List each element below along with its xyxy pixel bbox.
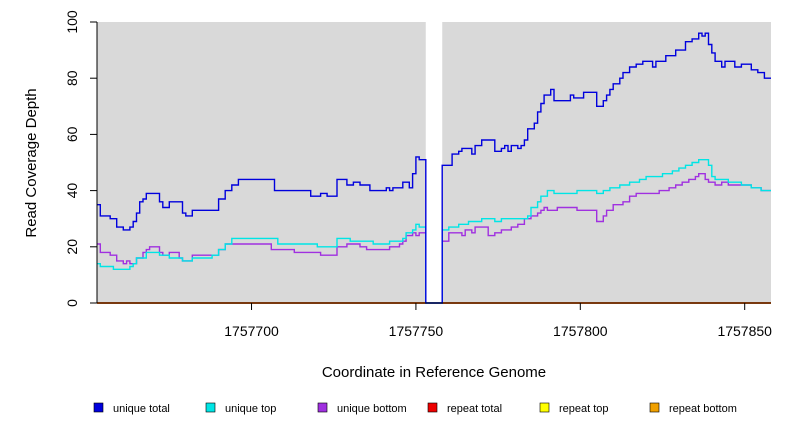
y-tick-label: 80 <box>64 70 80 86</box>
legend-label-unique-top: unique top <box>225 403 276 415</box>
y-tick-label: 0 <box>64 299 80 307</box>
legend-swatch-unique-total <box>93 402 104 413</box>
x-tick-label: 1757800 <box>553 323 608 339</box>
series-line-unique-top <box>97 159 771 304</box>
y-axis-title: Read Coverage Depth <box>23 88 40 237</box>
legend-label-repeat-bottom: repeat bottom <box>669 403 737 415</box>
gap-region <box>425 20 443 303</box>
legend-swatch-repeat-top <box>539 402 550 413</box>
legend-swatch-repeat-bottom <box>649 402 660 413</box>
legend-swatch-unique-bottom <box>317 402 328 413</box>
legend: unique total unique top unique bottom repea… <box>93 402 737 415</box>
x-tick-label: 1757850 <box>717 323 772 339</box>
x-tick-label: 1757700 <box>224 323 279 339</box>
x-axis-title: Coordinate in Reference Genome <box>322 364 546 381</box>
series-line-unique-total <box>97 32 771 304</box>
legend-label-unique-bottom: unique bottom <box>337 403 407 415</box>
legend-swatch-unique-top <box>205 402 216 413</box>
legend-swatch-repeat-total <box>427 402 438 413</box>
y-tick-label: 20 <box>64 239 80 255</box>
legend-label-repeat-top: repeat top <box>559 403 609 415</box>
axes-layer: 1757700 1757750 1757800 1757850 0 20 40 60 80 100 <box>64 10 772 339</box>
legend-label-unique-total: unique total <box>113 403 170 415</box>
y-tick-label: 100 <box>64 10 80 34</box>
y-tick-label: 40 <box>64 183 80 199</box>
y-tick-label: 60 <box>64 126 80 142</box>
x-tick-label: 1757750 <box>389 323 444 339</box>
legend-label-repeat-total: repeat total <box>447 403 502 415</box>
